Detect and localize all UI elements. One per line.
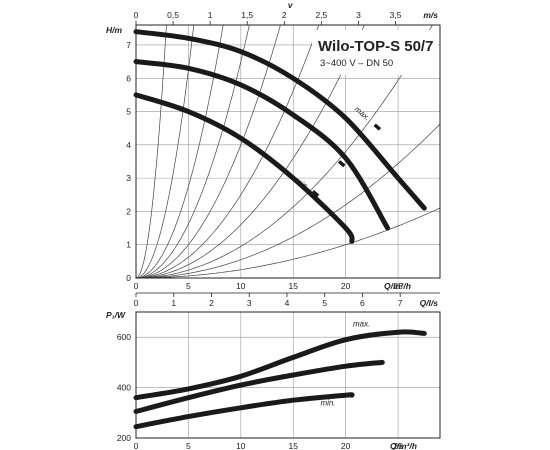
y-axis-label: H/m: [106, 25, 123, 35]
power-curve-min: [133, 392, 355, 430]
y-tick-label: 400: [117, 383, 131, 393]
top-tick-label: 1,5: [241, 10, 253, 20]
y-tick-label: 0: [126, 273, 131, 283]
ls-tick-label: 4: [285, 298, 290, 308]
x-axis-label: Q/m³/h: [390, 441, 417, 450]
x-tick-label: 25: [393, 441, 403, 450]
system-curve: [136, 25, 224, 278]
speed-marker: [311, 190, 320, 198]
ls-tick-label: 1: [171, 298, 176, 308]
system-curve: [136, 25, 281, 278]
x-tick-label: 25: [393, 281, 403, 291]
x-tick-label: 20: [341, 281, 351, 291]
y-tick-label: 3: [126, 173, 131, 183]
y-tick-label: 5: [126, 107, 131, 117]
top-axis-ms-label: m/s: [423, 10, 438, 20]
curve-label-min: min.: [320, 399, 335, 408]
system-curve: [136, 25, 433, 278]
y-tick-label: 6: [126, 73, 131, 83]
chart-title: Wilo-TOP-S 50/7: [318, 38, 433, 55]
system-curve: [136, 25, 250, 278]
y-tick-label: 2: [126, 206, 131, 216]
x-tick-label: 5: [186, 441, 191, 450]
top-tick-label: 2,5: [315, 10, 327, 20]
top-tick-label: 0,5: [167, 10, 179, 20]
ls-tick-label: 6: [360, 298, 365, 308]
x-tick-label: 15: [289, 281, 299, 291]
ls-tick-label: 7: [398, 298, 403, 308]
power-frame: [135, 311, 441, 439]
y-tick-label: 200: [117, 433, 131, 443]
system-curve: [136, 25, 365, 278]
x-axis-label: Q/m³/h: [384, 281, 411, 291]
chart-subtitle: 3~400 V – DN 50: [320, 58, 393, 69]
curve-label-max: max.: [353, 105, 372, 123]
x-tick-label: 10: [236, 281, 246, 291]
system-curve: [136, 25, 195, 278]
top-tick-label: 3: [356, 10, 361, 20]
curve-label-max: max.: [353, 319, 370, 328]
speed-marker: [373, 123, 382, 131]
y-tick-label: 4: [126, 140, 131, 150]
x-tick-label: 10: [236, 441, 246, 450]
x-tick-label: 20: [341, 441, 351, 450]
head-frame: [135, 24, 441, 279]
x-tick-label: 0: [134, 281, 139, 291]
y-tick-label: 600: [117, 332, 131, 342]
pump-curve-mid: [133, 59, 391, 231]
ls-tick-label: 2: [209, 298, 214, 308]
top-tick-label: 3,5: [390, 10, 402, 20]
top-tick-label: 2: [282, 10, 287, 20]
y-tick-label: 1: [126, 240, 131, 250]
power-chart: 200 400 600 P₁/W 0 5 10 15 20 25Q/m³/h max. min.: [106, 310, 441, 450]
system-curve: [136, 123, 440, 278]
system-curve: [136, 25, 320, 278]
y-axis-label: P₁/W: [106, 310, 126, 320]
speed-marker: [337, 160, 346, 168]
ls-tick-label: 3: [247, 298, 252, 308]
x-tick-label: 0: [134, 441, 139, 450]
ls-tick-label: 0: [134, 298, 139, 308]
power-curve-max: [133, 329, 427, 401]
title-box: Wilo-TOP-S 50/7 3~400 V – DN 50: [312, 30, 438, 75]
pump-curve-min: [133, 92, 355, 244]
ls-tick-label: 5: [322, 298, 327, 308]
power-curve-mid: [133, 359, 385, 414]
x-tick-label: 15: [289, 441, 299, 450]
top-tick-label: 1: [208, 10, 213, 20]
pump-curve-max: [133, 29, 427, 211]
top-axis-v-label: v: [288, 0, 294, 10]
x-tick-label: 5: [186, 281, 191, 291]
system-curve: [136, 25, 167, 278]
top-tick-label: 0: [134, 10, 139, 20]
ls-axis-label: Q/l/s: [420, 298, 439, 308]
system-curve: [136, 207, 440, 278]
y-tick-label: 7: [126, 40, 131, 50]
